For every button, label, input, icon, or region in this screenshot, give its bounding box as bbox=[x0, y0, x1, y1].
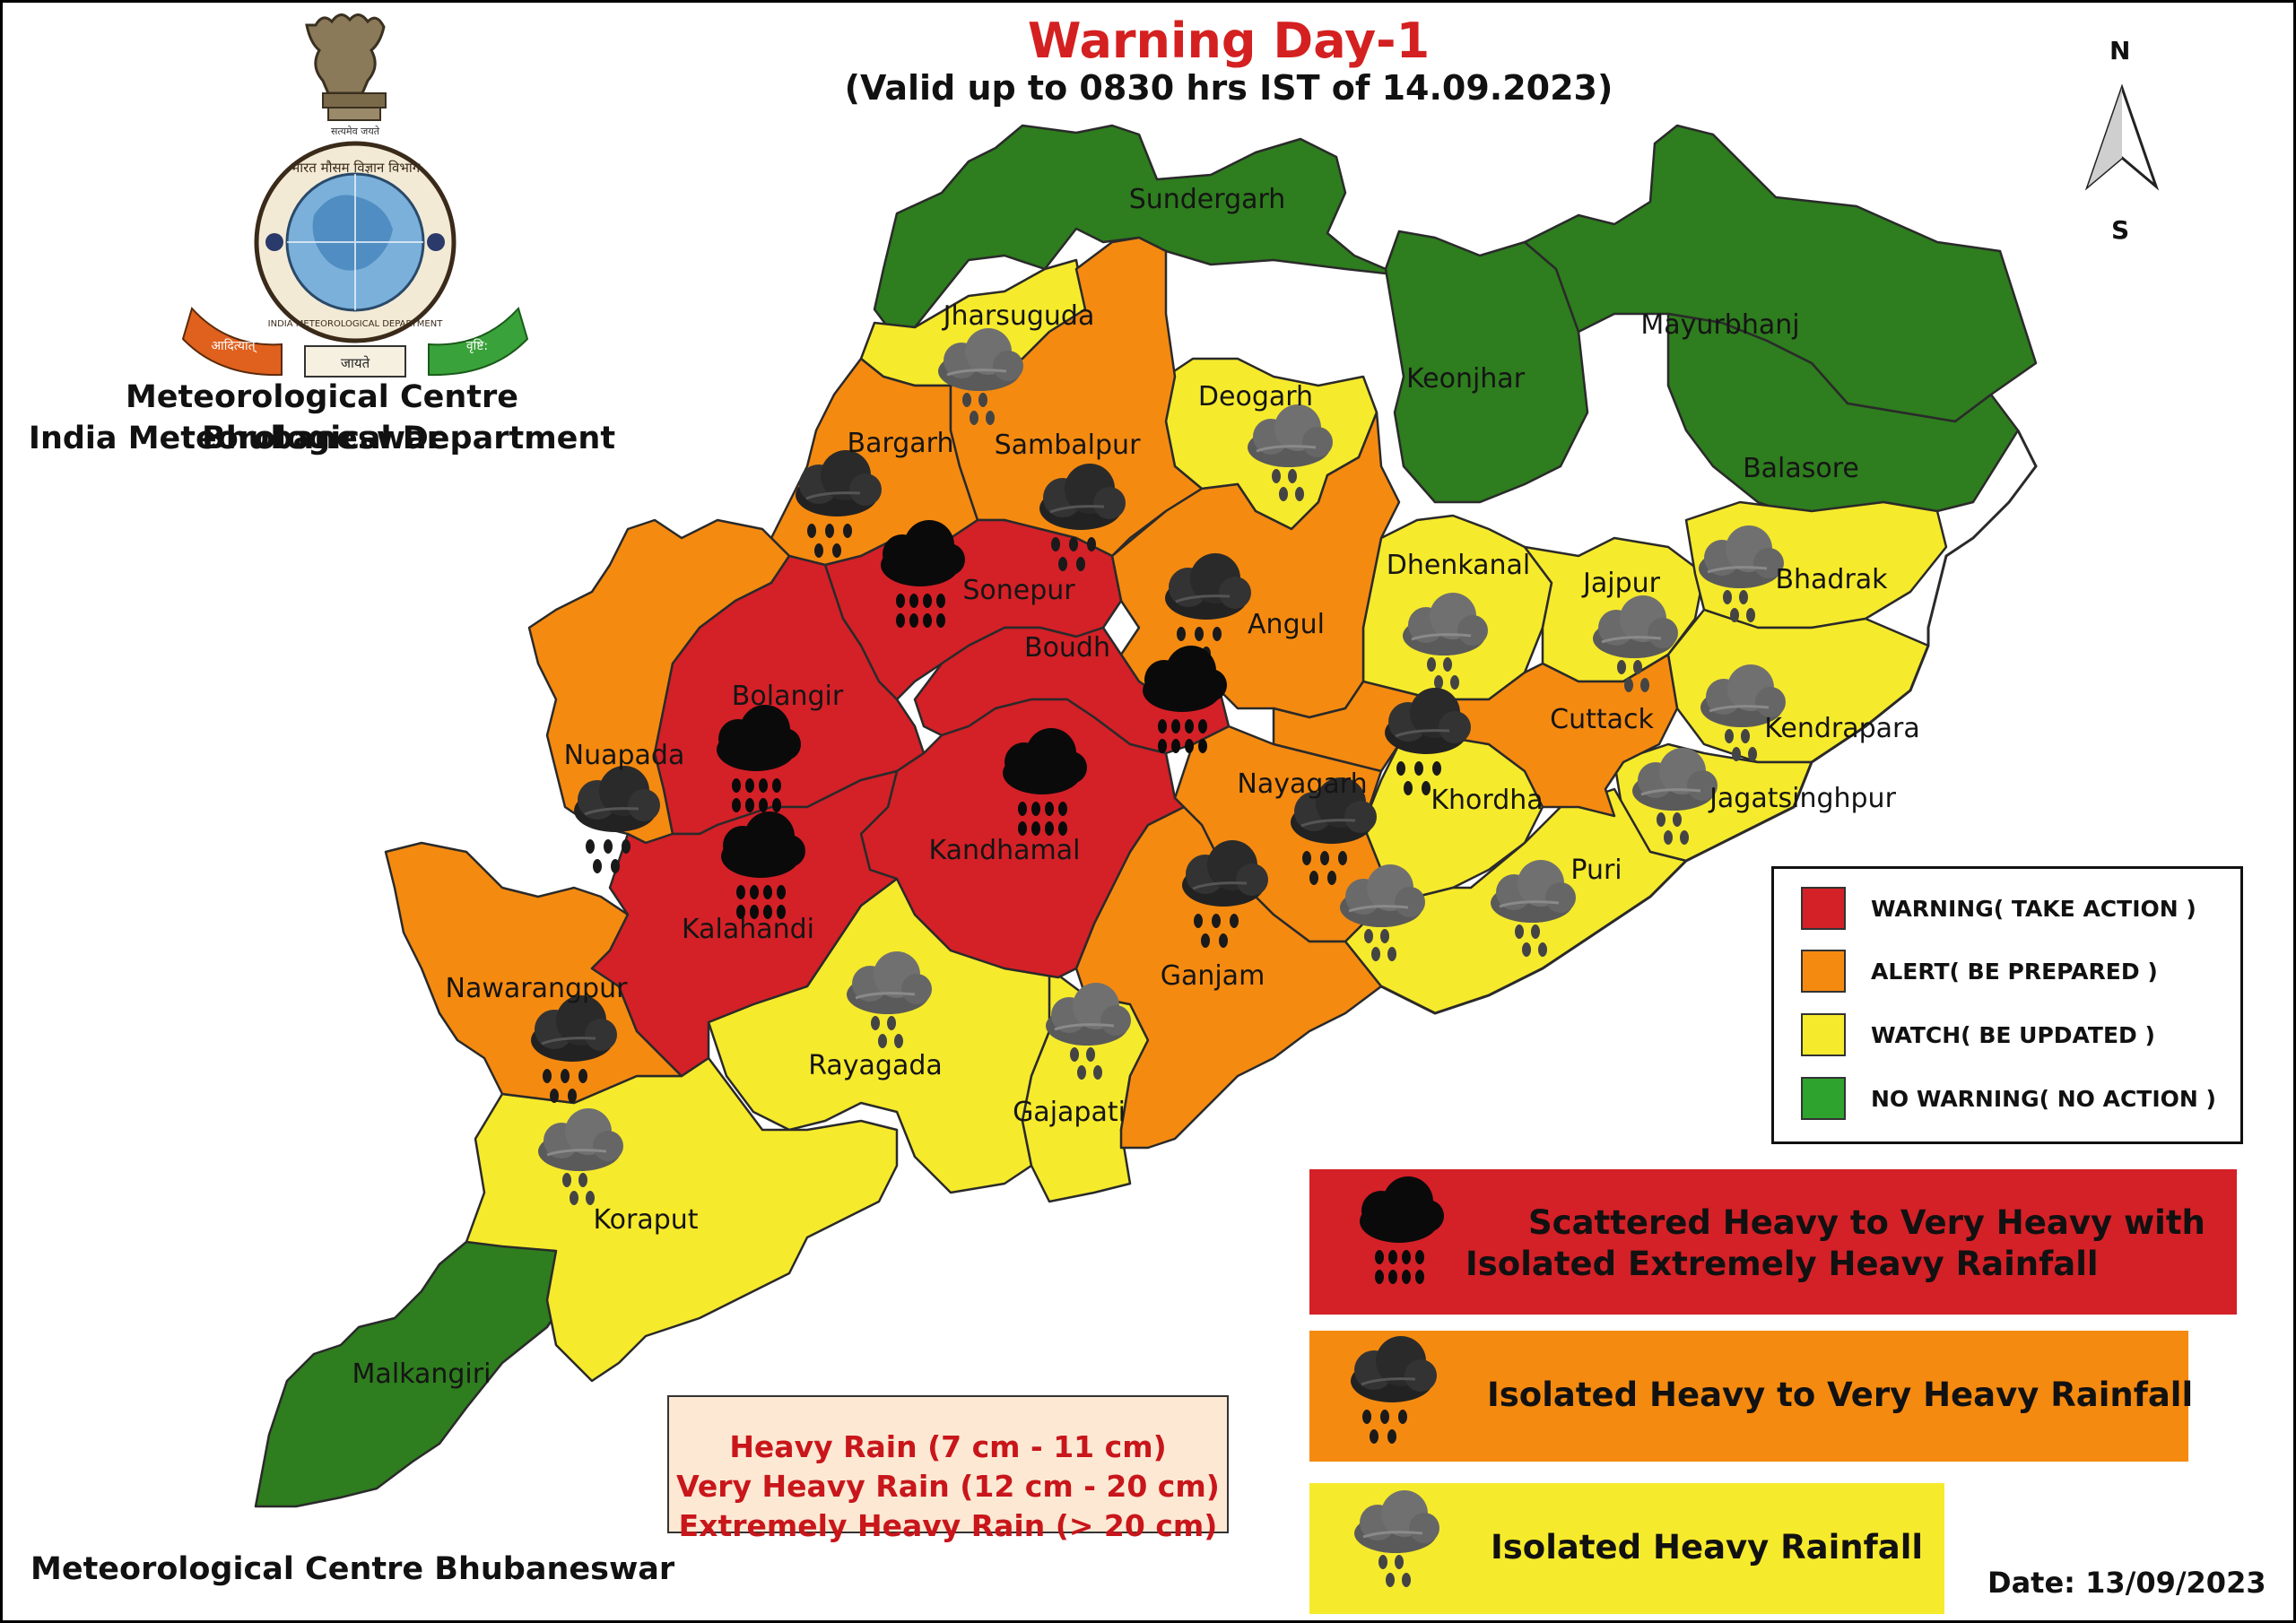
legend-label-watch: WATCH( BE UPDATED ) bbox=[1871, 1022, 2155, 1048]
district-label-kendrapara: Kendrapara bbox=[1764, 713, 1920, 744]
district-label-kandhamal: Kandhamal bbox=[929, 835, 1081, 866]
svg-text:भारत मौसम विज्ञान विभाग: भारत मौसम विज्ञान विभाग bbox=[291, 160, 421, 176]
rainfall-scale-box: Heavy Rain (7 cm - 11 cm) Very Heavy Rai… bbox=[667, 1395, 1229, 1543]
north-arrow-icon bbox=[2084, 83, 2160, 191]
district-label-jharsuguda: Jharsuguda bbox=[942, 300, 1095, 332]
district-label-kalahandi: Kalahandi bbox=[682, 914, 814, 945]
heavy-rain-cloud-icon bbox=[1352, 1488, 1441, 1589]
national-emblem-icon: सत्यमेव जयते bbox=[305, 13, 387, 137]
svg-text:वृष्टि:: वृष्टि: bbox=[466, 338, 488, 353]
district-label-nuapada: Nuapada bbox=[564, 740, 685, 771]
legend-swatch-alert bbox=[1801, 950, 1846, 993]
district-label-keonjhar: Keonjhar bbox=[1406, 363, 1526, 395]
svg-text:आदित्यात्: आदित्यात् bbox=[211, 338, 257, 353]
impact-panel-heavy: Isolated Heavy Rainfall bbox=[1309, 1483, 1944, 1614]
impact-label-very-heavy: Isolated Heavy to Very Heavy Rainfall bbox=[1487, 1376, 2194, 1414]
imd-logo-icon: भारत मौसम विज्ञान विभाग INDIA METEOROLOG… bbox=[181, 141, 529, 378]
district-kalahandi bbox=[590, 769, 899, 1078]
impact-panel-very-heavy: Isolated Heavy to Very Heavy Rainfall bbox=[1309, 1331, 2193, 1462]
validity-subtitle: (Valid up to 0830 hrs IST of 14.09.2023) bbox=[844, 68, 1613, 108]
compass-south-label: S bbox=[2111, 215, 2130, 245]
svg-text:जायते: जायते bbox=[341, 355, 370, 371]
district-label-boudh: Boudh bbox=[1024, 632, 1110, 664]
page-title: Warning Day-1 bbox=[1027, 13, 1431, 69]
legend-label-warning: WARNING( TAKE ACTION ) bbox=[1871, 896, 2196, 922]
scale-very-heavy-rain: Very Heavy Rain (12 cm - 20 cm) bbox=[676, 1469, 1220, 1504]
district-label-khordha: Khordha bbox=[1431, 785, 1543, 816]
district-label-sambalpur: Sambalpur bbox=[995, 430, 1141, 461]
very-heavy-rain-cloud-icon bbox=[1349, 1334, 1439, 1445]
org-name-line1: Meteorological Centre Bhubaneswar bbox=[125, 379, 519, 456]
district-label-malkangiri: Malkangiri bbox=[352, 1358, 491, 1390]
district-label-bargarh: Bargarh bbox=[847, 428, 953, 459]
legend-label-no-warning: NO WARNING( NO ACTION ) bbox=[1871, 1086, 2216, 1112]
district-label-sundergarh: Sundergarh bbox=[1129, 184, 1286, 215]
district-mayurbhanj bbox=[1523, 124, 2038, 423]
svg-text:सत्यमेव जयते: सत्यमेव जयते bbox=[331, 126, 380, 137]
legend-swatch-warning bbox=[1801, 887, 1846, 930]
scale-heavy-rain: Heavy Rain (7 cm - 11 cm) bbox=[729, 1429, 1167, 1464]
district-keonjhar bbox=[1384, 230, 1589, 504]
district-label-balasore: Balasore bbox=[1743, 453, 1859, 484]
warning-level-legend: WARNING( TAKE ACTION ) ALERT( BE PREPARE… bbox=[1771, 866, 2243, 1144]
district-label-angul: Angul bbox=[1248, 609, 1325, 640]
district-label-jajpur: Jajpur bbox=[1581, 568, 1661, 599]
extremely-heavy-rain-cloud-icon bbox=[1360, 1176, 1444, 1284]
scale-extremely-heavy-rain: Extremely Heavy Rain (> 20 cm) bbox=[678, 1508, 1218, 1543]
legend-swatch-watch bbox=[1801, 1013, 1846, 1056]
district-label-deogarh: Deogarh bbox=[1198, 381, 1313, 412]
impact-label-extremely-heavy-line2: Isolated Extremely Heavy Rainfall bbox=[1465, 1245, 2099, 1283]
district-label-sonepur: Sonepur bbox=[962, 575, 1075, 606]
legend-swatch-no-warning bbox=[1801, 1077, 1846, 1120]
district-label-ganjam: Ganjam bbox=[1161, 960, 1265, 992]
district-balasore bbox=[1666, 312, 2020, 522]
district-label-dhenkanal: Dhenkanal bbox=[1387, 550, 1531, 581]
footer-org-name: Meteorological Centre Bhubaneswar bbox=[30, 1551, 675, 1587]
district-label-bhadrak: Bhadrak bbox=[1775, 564, 1888, 595]
district-label-jagatsinghpur: Jagatsinghpur bbox=[1708, 783, 1897, 814]
district-label-rayagada: Rayagada bbox=[808, 1050, 943, 1081]
legend-label-alert: ALERT( BE PREPARED ) bbox=[1871, 959, 2158, 985]
district-label-mayurbhanj: Mayurbhanj bbox=[1640, 309, 1799, 341]
org-name-line2: India Meteorological Department bbox=[28, 421, 616, 456]
compass-north-label: N bbox=[2109, 36, 2131, 65]
district-label-koraput: Koraput bbox=[593, 1204, 698, 1236]
coastline bbox=[1380, 430, 2038, 1015]
district-label-bolangir: Bolangir bbox=[732, 681, 844, 712]
issue-date: Date: 13/09/2023 bbox=[1987, 1566, 2266, 1600]
district-label-gajapati: Gajapati bbox=[1013, 1097, 1126, 1128]
district-malkangiri bbox=[254, 1240, 567, 1508]
district-cuttack bbox=[1272, 653, 1679, 818]
district-label-puri: Puri bbox=[1570, 855, 1622, 886]
impact-label-heavy: Isolated Heavy Rainfall bbox=[1491, 1528, 1924, 1567]
svg-text:INDIA METEOROLOGICAL DEPARTMEN: INDIA METEOROLOGICAL DEPARTMENT bbox=[268, 319, 444, 329]
impact-label-extremely-heavy-line1: Scattered Heavy to Very Heavy with bbox=[1528, 1203, 2205, 1242]
district-label-nawarangpur: Nawarangpur bbox=[446, 973, 629, 1004]
imd-emblem-logo: सत्यमेव जयते भारत मौसम विज्ञान विभाग IND… bbox=[181, 13, 529, 378]
district-label-cuttack: Cuttack bbox=[1550, 704, 1654, 735]
district-label-nayagarh: Nayagarh bbox=[1237, 768, 1367, 800]
impact-panel-extremely-heavy: Scattered Heavy to Very Heavy with Isola… bbox=[1309, 1169, 2237, 1315]
